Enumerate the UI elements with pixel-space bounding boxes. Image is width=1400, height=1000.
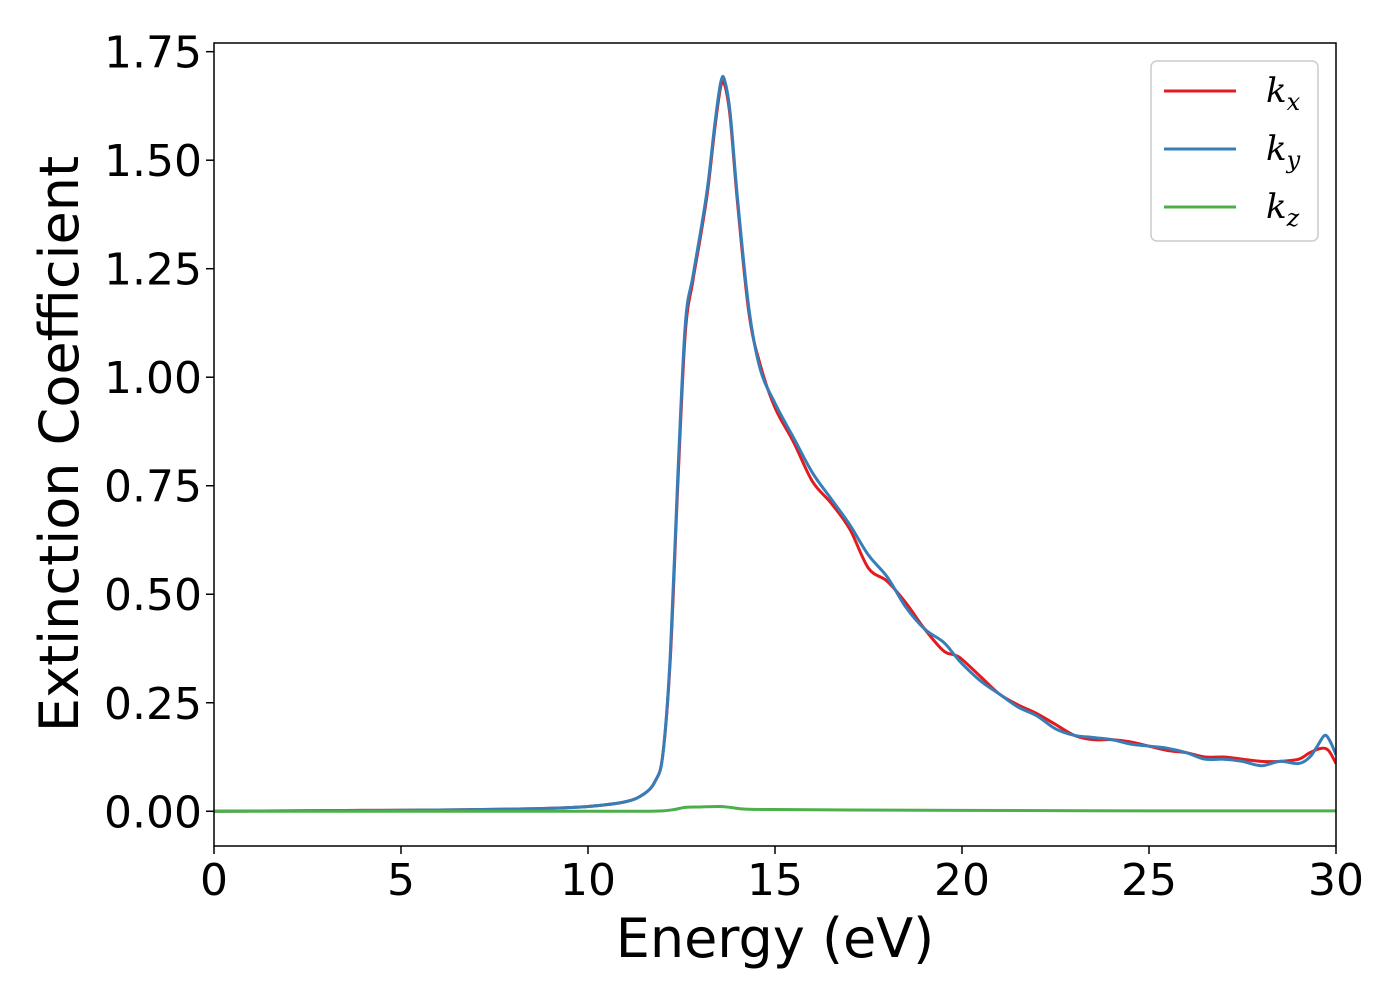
series-line-ky	[214, 75, 1336, 813]
y-tick-label: 1.00	[104, 353, 202, 404]
y-tick-label: 0.25	[104, 679, 202, 730]
series-line-kz	[214, 804, 1336, 813]
y-tick-label: 0.75	[104, 462, 202, 513]
x-tick-label: 25	[1121, 855, 1177, 906]
y-tick-label: 1.75	[104, 28, 202, 79]
x-axis-title: Energy (eV)	[616, 907, 935, 970]
x-tick-label: 0	[200, 855, 228, 906]
y-tick-label: 1.50	[104, 136, 202, 187]
x-tick-label: 5	[387, 855, 415, 906]
y-tick-label: 1.25	[104, 245, 202, 296]
series-layer	[214, 75, 1336, 813]
x-tick-label: 10	[560, 855, 616, 906]
x-tick-label: 20	[934, 855, 990, 906]
y-axis-title: Extinction Coefficient	[28, 156, 91, 732]
x-tick-label: 15	[747, 855, 803, 906]
y-tick-label: 0.50	[104, 570, 202, 621]
y-tick-label: 0.00	[104, 787, 202, 838]
legend-box	[1150, 60, 1319, 242]
y-axis-ticks: 0.00 0.25 0.50 0.75 1.00 1.25 1.50 1.75	[104, 28, 214, 838]
x-axis-ticks: 0 5 10 15 20 25 30	[200, 846, 1364, 906]
x-tick-label: 30	[1308, 855, 1364, 906]
